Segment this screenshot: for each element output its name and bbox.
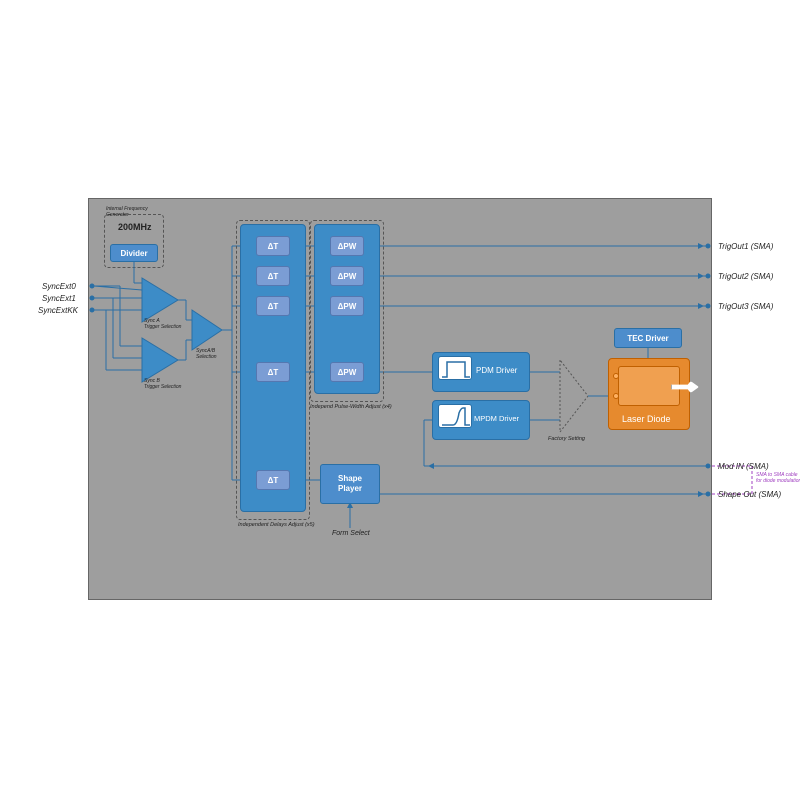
dpw-label: ΔPW	[338, 272, 357, 281]
tec-driver-block: TEC Driver	[614, 328, 682, 348]
mpdm-label: MPDM Driver	[474, 414, 519, 423]
divider-label: Divider	[120, 249, 147, 258]
delay-block-3: ΔT	[256, 296, 290, 316]
diagram-canvas: Internal Frequency Generator 200MHz Divi…	[0, 0, 800, 800]
pw-block-2: ΔPW	[330, 266, 364, 286]
freq-gen-label: Internal Frequency Generator	[106, 206, 162, 218]
trigout1-label: TrigOut1 (SMA)	[718, 242, 773, 251]
pdm-label: PDM Driver	[476, 366, 517, 375]
laser-diode-label: Laser Diode	[622, 414, 671, 424]
dpw-label: ΔPW	[338, 368, 357, 377]
pw-block-3: ΔPW	[330, 296, 364, 316]
dt-label: ΔT	[268, 302, 279, 311]
delay-block-5: ΔT	[256, 470, 290, 490]
delay-block-4: ΔT	[256, 362, 290, 382]
dt-label: ΔT	[268, 476, 279, 485]
delay-block-2: ΔT	[256, 266, 290, 286]
pw-block-1: ΔPW	[330, 236, 364, 256]
delays-title: Independent Delays Adjust (x5)	[238, 522, 315, 528]
trigout3-label: TrigOut3 (SMA)	[718, 302, 773, 311]
pw-block-4: ΔPW	[330, 362, 364, 382]
sync-ext0-label: SyncExt0	[42, 282, 76, 291]
dt-label: ΔT	[268, 272, 279, 281]
trigout2-label: TrigOut2 (SMA)	[718, 272, 773, 281]
freq-text: 200MHz	[118, 222, 152, 232]
shape-player-block: Shape Player	[320, 464, 380, 504]
dpw-label: ΔPW	[338, 242, 357, 251]
dt-label: ΔT	[268, 242, 279, 251]
modin-label: Mod IN (SMA)	[718, 462, 769, 471]
sync-b-label: Sync B Trigger Selection	[144, 378, 181, 390]
tec-label: TEC Driver	[627, 334, 668, 343]
laser-diode-inner	[618, 366, 680, 406]
divider-block: Divider	[110, 244, 158, 262]
sync-a-label: Sync A Trigger Selection	[144, 318, 181, 330]
dpw-label: ΔPW	[338, 302, 357, 311]
mpdm-waveform	[438, 404, 472, 428]
delay-block-1: ΔT	[256, 236, 290, 256]
sync-ext1-label: SyncExt1	[42, 294, 76, 303]
pdm-waveform	[438, 356, 472, 380]
shape-player-label: Shape Player	[338, 474, 362, 494]
pw-title: Independ Pulse-Width Adjust (x4)	[310, 404, 392, 410]
form-select-label: Form Select	[332, 530, 370, 537]
sync-extkk-label: SyncExtKK	[38, 306, 78, 315]
shapeout-label: Shape Out (SMA)	[718, 490, 781, 499]
factory-setting-label: Factory Setting	[548, 436, 585, 442]
sync-ab-label: SyncA/B Selection	[196, 348, 217, 360]
cable-note: SMA to SMA cable for diode modulation	[756, 472, 800, 484]
dt-label: ΔT	[268, 368, 279, 377]
